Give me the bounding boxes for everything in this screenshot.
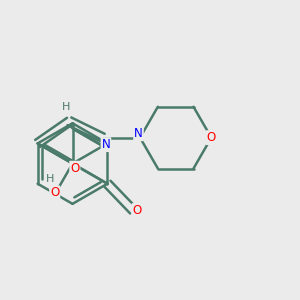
Text: N: N (134, 127, 143, 140)
Text: H: H (62, 102, 70, 112)
Text: H: H (46, 174, 54, 184)
Text: N: N (102, 138, 110, 151)
Text: O: O (132, 204, 142, 217)
Text: O: O (70, 162, 80, 175)
Text: O: O (50, 186, 59, 200)
Text: O: O (207, 131, 216, 144)
